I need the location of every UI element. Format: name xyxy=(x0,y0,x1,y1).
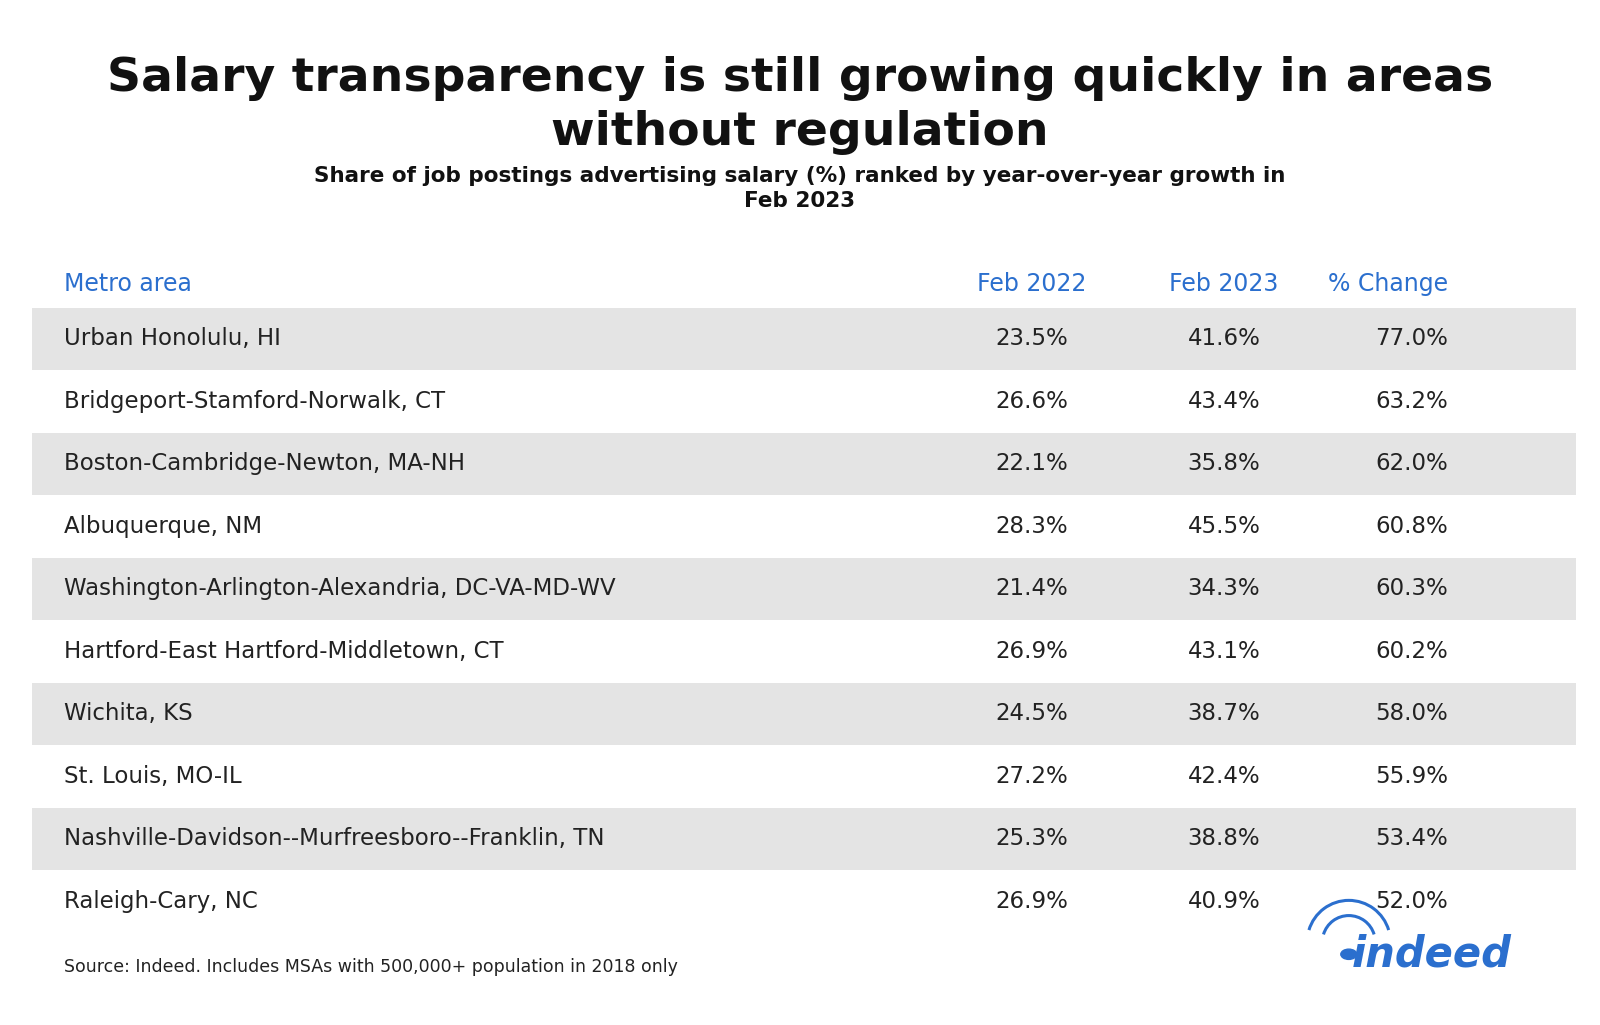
Text: Wichita, KS: Wichita, KS xyxy=(64,702,192,726)
Text: Washington-Arlington-Alexandria, DC-VA-MD-WV: Washington-Arlington-Alexandria, DC-VA-M… xyxy=(64,577,616,601)
Text: 58.0%: 58.0% xyxy=(1376,702,1448,726)
Text: St. Louis, MO-IL: St. Louis, MO-IL xyxy=(64,765,242,788)
Text: 60.2%: 60.2% xyxy=(1376,640,1448,663)
Text: 43.1%: 43.1% xyxy=(1187,640,1261,663)
Text: 40.9%: 40.9% xyxy=(1187,890,1261,913)
Text: 77.0%: 77.0% xyxy=(1374,327,1448,351)
Text: 25.3%: 25.3% xyxy=(995,827,1069,851)
Text: Feb 2022: Feb 2022 xyxy=(978,272,1086,295)
Text: Source: Indeed. Includes MSAs with 500,000+ population in 2018 only: Source: Indeed. Includes MSAs with 500,0… xyxy=(64,957,678,976)
Text: 28.3%: 28.3% xyxy=(995,515,1069,538)
Text: Feb 2023: Feb 2023 xyxy=(1170,272,1278,295)
Text: Share of job postings advertising salary (%) ranked by year-over-year growth in
: Share of job postings advertising salary… xyxy=(314,166,1286,211)
Text: 23.5%: 23.5% xyxy=(995,327,1069,351)
Text: 27.2%: 27.2% xyxy=(995,765,1069,788)
Text: indeed: indeed xyxy=(1352,934,1512,976)
Text: Boston-Cambridge-Newton, MA-NH: Boston-Cambridge-Newton, MA-NH xyxy=(64,452,466,476)
Text: 42.4%: 42.4% xyxy=(1187,765,1261,788)
Text: 22.1%: 22.1% xyxy=(995,452,1069,476)
Text: Hartford-East Hartford-Middletown, CT: Hartford-East Hartford-Middletown, CT xyxy=(64,640,504,663)
Text: 26.6%: 26.6% xyxy=(995,390,1069,413)
Text: Salary transparency is still growing quickly in areas
without regulation: Salary transparency is still growing qui… xyxy=(107,56,1493,155)
Text: Metro area: Metro area xyxy=(64,272,192,295)
Text: 60.3%: 60.3% xyxy=(1376,577,1448,601)
Text: 38.8%: 38.8% xyxy=(1187,827,1261,851)
Text: 38.7%: 38.7% xyxy=(1187,702,1261,726)
Text: 55.9%: 55.9% xyxy=(1374,765,1448,788)
Circle shape xyxy=(1341,949,1357,959)
Text: Raleigh-Cary, NC: Raleigh-Cary, NC xyxy=(64,890,258,913)
Text: 21.4%: 21.4% xyxy=(995,577,1069,601)
Text: 26.9%: 26.9% xyxy=(995,640,1069,663)
Text: 52.0%: 52.0% xyxy=(1376,890,1448,913)
Text: % Change: % Change xyxy=(1328,272,1448,295)
Text: Albuquerque, NM: Albuquerque, NM xyxy=(64,515,262,538)
Text: Bridgeport-Stamford-Norwalk, CT: Bridgeport-Stamford-Norwalk, CT xyxy=(64,390,445,413)
Text: 24.5%: 24.5% xyxy=(995,702,1069,726)
Text: 26.9%: 26.9% xyxy=(995,890,1069,913)
Text: 60.8%: 60.8% xyxy=(1376,515,1448,538)
Text: 43.4%: 43.4% xyxy=(1187,390,1261,413)
Text: Nashville-Davidson--Murfreesboro--Franklin, TN: Nashville-Davidson--Murfreesboro--Frankl… xyxy=(64,827,605,851)
Text: 34.3%: 34.3% xyxy=(1187,577,1261,601)
Text: 41.6%: 41.6% xyxy=(1187,327,1261,351)
Text: 53.4%: 53.4% xyxy=(1376,827,1448,851)
Text: 62.0%: 62.0% xyxy=(1376,452,1448,476)
Text: 63.2%: 63.2% xyxy=(1376,390,1448,413)
Text: 35.8%: 35.8% xyxy=(1187,452,1261,476)
Text: 45.5%: 45.5% xyxy=(1187,515,1261,538)
Text: Urban Honolulu, HI: Urban Honolulu, HI xyxy=(64,327,282,351)
